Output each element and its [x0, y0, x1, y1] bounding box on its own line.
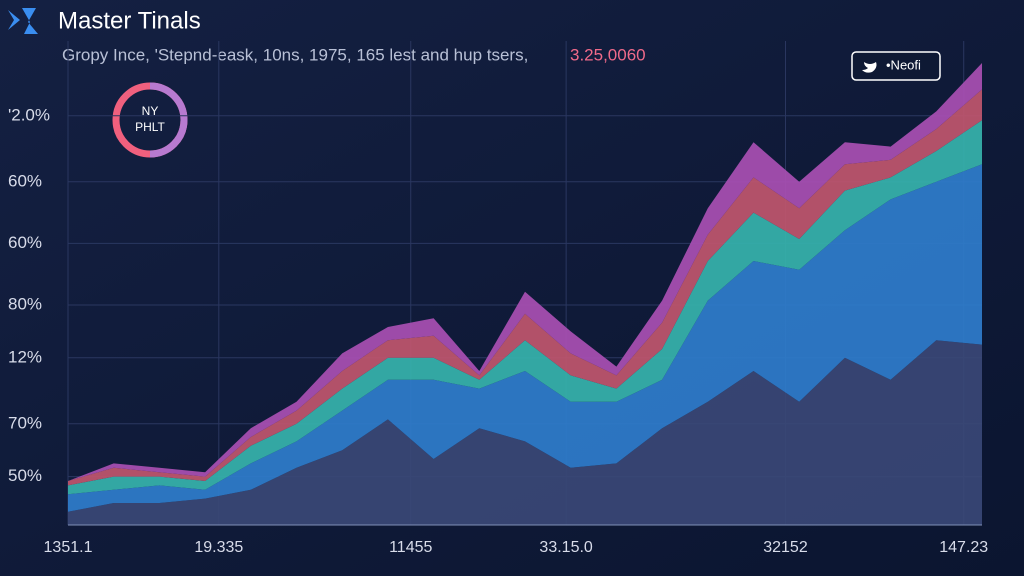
x-tick-label: 1351.1: [44, 539, 93, 556]
chart-title: Master Tinals: [58, 7, 201, 34]
badge-text: NY: [142, 104, 159, 118]
y-tick-label: 50%: [8, 466, 42, 485]
area-layer: [68, 63, 982, 481]
y-tick-label: 12%: [8, 347, 42, 366]
annotation: 3.25,0060: [570, 45, 646, 64]
area-layer: [68, 164, 982, 512]
x-tick-label: 11455: [389, 539, 432, 556]
y-tick-label: 60%: [8, 233, 42, 252]
area-layer: [68, 120, 982, 495]
subtitle: Gropy Ince, 'Stepnd-eask, 10ns, 1975, 16…: [62, 45, 528, 64]
x-tick-label: 19.335: [194, 539, 243, 556]
badge-ring-accent: [149, 82, 188, 158]
x-tick-label: 147.23: [939, 539, 988, 556]
x-tick-label: 32152: [763, 539, 808, 556]
badge-text: PHLT: [135, 120, 165, 134]
area-layer: [68, 340, 982, 525]
logo: [8, 8, 38, 34]
follow-button[interactable]: [851, 51, 941, 81]
bird-icon: [862, 62, 877, 73]
y-tick-label: '2.0%: [8, 105, 50, 124]
button-label[interactable]: •Neofi: [886, 57, 921, 72]
y-tick-label: 60%: [8, 171, 42, 190]
area-layer: [68, 89, 982, 486]
x-tick-label: 33.15.0: [539, 539, 592, 556]
y-tick-label: 80%: [8, 294, 42, 313]
y-tick-label: 70%: [8, 413, 42, 432]
